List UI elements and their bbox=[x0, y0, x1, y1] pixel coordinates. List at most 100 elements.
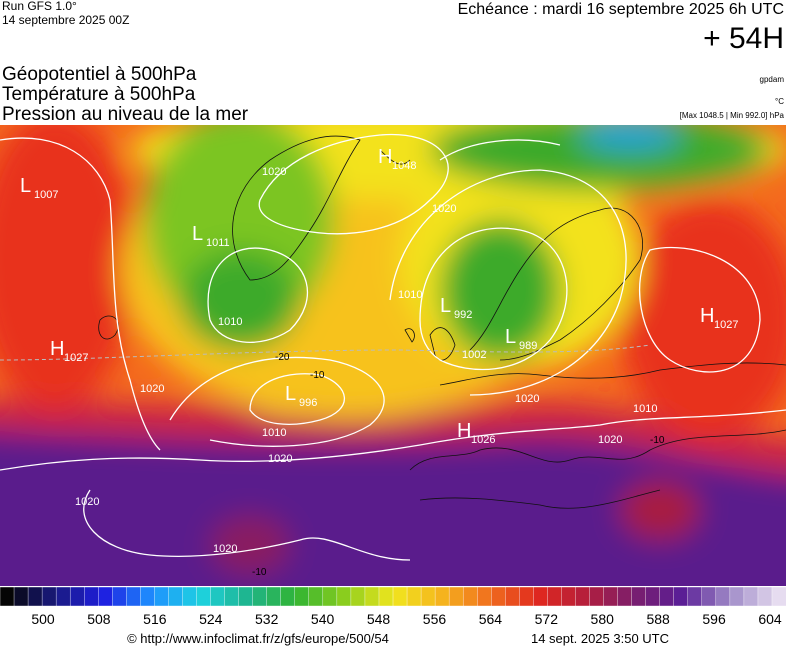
colorbar-swatch bbox=[196, 586, 212, 607]
colorbar-swatch bbox=[98, 586, 113, 607]
colorbar-swatch bbox=[126, 586, 142, 607]
colorbar-swatch bbox=[477, 586, 492, 607]
colorbar-swatch bbox=[505, 586, 521, 607]
colorbar-tick-label: 516 bbox=[143, 611, 167, 627]
pressure-center-value: 1027 bbox=[64, 352, 88, 364]
footer-date: 14 sept. 2025 3:50 UTC bbox=[531, 631, 669, 646]
colorbar-tick-label: 500 bbox=[31, 611, 55, 627]
colorbar-swatch bbox=[41, 586, 57, 607]
colorbar-tick-label: 556 bbox=[423, 611, 447, 627]
colorbar-swatch bbox=[434, 586, 450, 607]
unit-label: [Max 1048.5 | Min 992.0] hPa bbox=[680, 111, 785, 120]
coastlines bbox=[98, 135, 786, 509]
colorbar-tick-label: 548 bbox=[367, 611, 391, 627]
isobar-label: 1010 bbox=[218, 316, 242, 328]
colorbar-swatch bbox=[659, 586, 675, 607]
colorbar-swatch bbox=[294, 586, 310, 607]
pressure-center-value: 992 bbox=[454, 309, 472, 321]
colorbar-swatch bbox=[757, 586, 773, 607]
colorbar-swatch bbox=[462, 586, 478, 607]
colorbar-swatch bbox=[589, 586, 605, 607]
pressure-center-value: 1007 bbox=[34, 189, 58, 201]
isobar-label: 1010 bbox=[398, 289, 422, 301]
colorbar-swatch bbox=[645, 586, 661, 607]
run-label: Run GFS 1.0° bbox=[2, 0, 77, 13]
pressure-center-letter: L bbox=[440, 295, 451, 317]
footer-source: © http://www.infoclimat.fr/z/gfs/europe/… bbox=[127, 631, 389, 646]
colorbar-swatch bbox=[55, 586, 71, 607]
colorbar-swatch bbox=[13, 586, 29, 607]
colorbar-swatch bbox=[364, 586, 380, 607]
lead-time: + 54H bbox=[703, 22, 784, 55]
temperature-label: -20 bbox=[275, 352, 290, 363]
unit-label: °C bbox=[775, 97, 784, 106]
colorbar-swatch bbox=[547, 586, 563, 607]
colorbar-swatch bbox=[687, 586, 703, 607]
temperature-label: -10 bbox=[310, 370, 325, 381]
isobar-label: 1010 bbox=[633, 403, 657, 415]
colorbar-swatch bbox=[69, 586, 85, 607]
isobars bbox=[0, 133, 786, 561]
colorbar-tick-label: 604 bbox=[758, 611, 782, 627]
unit-label: gpdam bbox=[760, 75, 785, 84]
pressure-center-letter: H bbox=[378, 146, 392, 168]
isobar-label: 1020 bbox=[140, 383, 164, 395]
pressure-center-letter: H bbox=[50, 338, 64, 360]
colorbar-swatch bbox=[140, 586, 156, 607]
pressure-center-value: 1048 bbox=[392, 160, 416, 172]
colorbar-tick-label: 588 bbox=[646, 611, 670, 627]
isobar-label: 1020 bbox=[262, 166, 286, 178]
colorbar-tick-label: 572 bbox=[535, 611, 559, 627]
pressure-center-letter: H bbox=[700, 305, 714, 327]
colorbar-swatch bbox=[519, 586, 535, 607]
isobar-label: 1010 bbox=[262, 427, 286, 439]
pressure-center-letter: L bbox=[192, 223, 203, 245]
colorbar-swatch bbox=[715, 586, 731, 607]
colorbar-swatch bbox=[420, 586, 436, 607]
colorbar-tick-label: 580 bbox=[591, 611, 615, 627]
echeance: Echéance : mardi 16 septembre 2025 6h UT… bbox=[458, 1, 784, 18]
colorbar-swatch bbox=[0, 586, 15, 607]
colorbar-swatch bbox=[84, 586, 99, 607]
isobar-label: 1020 bbox=[75, 496, 99, 508]
isobar-label: 1020 bbox=[268, 453, 292, 465]
colorbar-swatch bbox=[224, 586, 240, 607]
pressure-center-value: 1011 bbox=[206, 237, 230, 249]
colorbar-swatch bbox=[448, 586, 464, 607]
colorbar-swatch bbox=[491, 586, 506, 607]
colorbar-swatch bbox=[392, 586, 408, 607]
colorbar-tick-label: 524 bbox=[199, 611, 223, 627]
colorbar-swatch bbox=[603, 586, 619, 607]
colorbar-swatch bbox=[617, 586, 633, 607]
colorbar-swatch bbox=[210, 586, 226, 607]
isobar-label: 1020 bbox=[213, 543, 237, 555]
temperature-label: -10 bbox=[650, 435, 665, 446]
colorbar-swatch bbox=[238, 586, 254, 607]
pressure-center-letter: H bbox=[457, 420, 471, 442]
field-title: Géopotentiel à 500hPa bbox=[2, 64, 197, 85]
colorbar-swatch bbox=[168, 586, 184, 607]
pressure-center-value: 1027 bbox=[714, 319, 738, 331]
field-title: Pression au niveau de la mer bbox=[2, 104, 249, 125]
isobar-label: 1002 bbox=[462, 349, 486, 361]
colorbar-swatch bbox=[406, 586, 422, 607]
colorbar-swatch bbox=[27, 586, 43, 607]
colorbar-swatch bbox=[631, 586, 647, 607]
pressure-center-value: 1026 bbox=[471, 434, 495, 446]
colorbar-swatch bbox=[771, 586, 786, 607]
field-title: Température à 500hPa bbox=[2, 84, 196, 105]
isobar-label: 1020 bbox=[432, 203, 456, 215]
colorbar-swatch bbox=[673, 586, 689, 607]
map bbox=[0, 125, 786, 586]
colorbar-swatch bbox=[701, 586, 717, 607]
colorbar-swatch bbox=[266, 586, 282, 607]
temperature-label: -10 bbox=[252, 567, 267, 578]
colorbar-tick-label: 508 bbox=[87, 611, 111, 627]
colorbar-swatch bbox=[182, 586, 198, 607]
run-date: 14 septembre 2025 00Z bbox=[2, 13, 129, 27]
colorbar-swatch bbox=[280, 586, 296, 607]
colorbar-tick-label: 564 bbox=[479, 611, 503, 627]
